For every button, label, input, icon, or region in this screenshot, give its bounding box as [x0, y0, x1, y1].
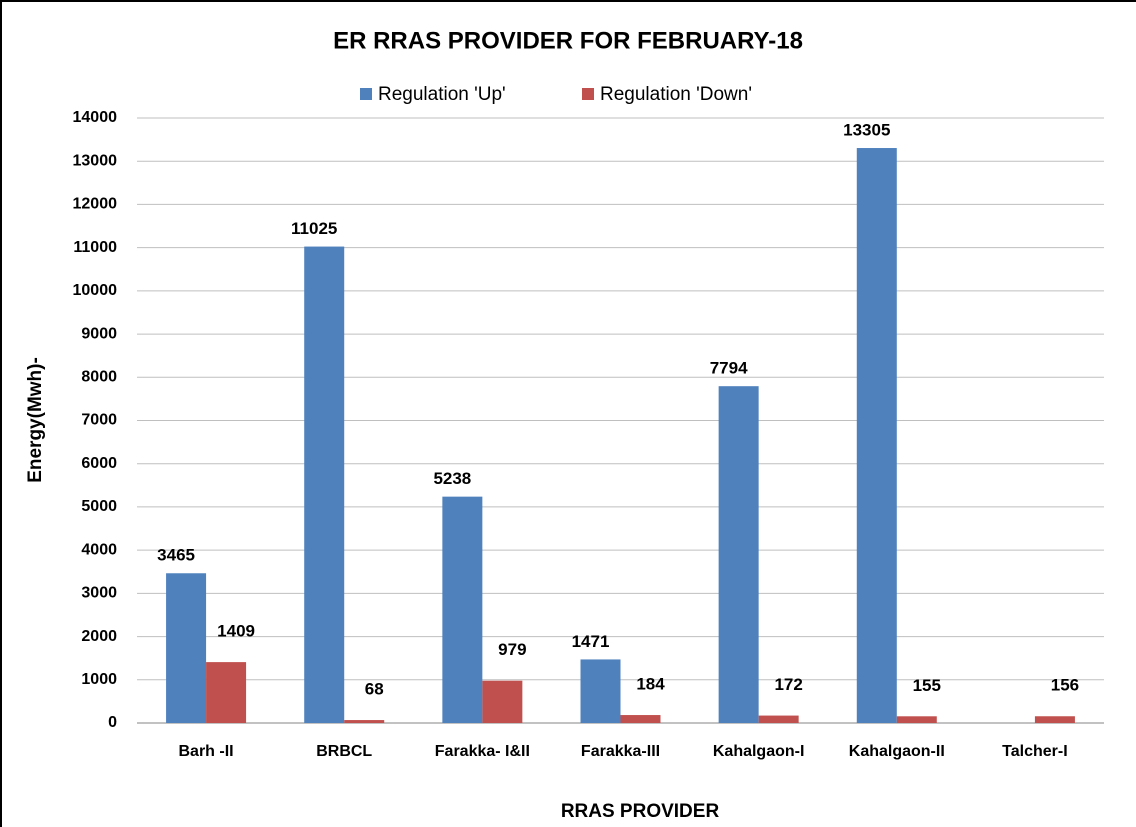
- legend-label: Regulation 'Up': [378, 84, 506, 105]
- x-tick-label: Barh -II: [179, 743, 234, 760]
- bar: [442, 496, 483, 723]
- x-tick-label: BRBCL: [316, 743, 372, 760]
- x-tick-label: Farakka-III: [581, 743, 660, 760]
- bar: [718, 386, 759, 723]
- y-tick-label: 5000: [81, 498, 117, 515]
- bar: [482, 680, 523, 723]
- y-tick-label: 12000: [73, 196, 118, 213]
- data-label: 979: [498, 640, 526, 659]
- x-tick-label: Kahalgaon-I: [713, 743, 805, 760]
- x-axis-title: RRAS PROVIDER: [561, 801, 720, 822]
- bar: [304, 246, 345, 723]
- data-label: 3465: [157, 546, 195, 565]
- bar: [896, 716, 937, 723]
- data-label: 1409: [217, 622, 255, 641]
- data-label: 155: [913, 676, 941, 695]
- chart-title: ER RRAS PROVIDER FOR FEBRUARY-18: [333, 27, 803, 54]
- data-label: 11025: [291, 219, 337, 238]
- legend-swatch: [360, 88, 372, 100]
- y-tick-label: 1000: [81, 671, 117, 688]
- y-tick-label: 2000: [81, 628, 117, 645]
- legend-label: Regulation 'Down': [600, 84, 752, 105]
- x-tick-label: Kahalgaon-II: [849, 743, 945, 760]
- bar: [580, 659, 621, 723]
- x-tick-label: Farakka- I&II: [435, 743, 530, 760]
- data-label: 1471: [572, 632, 610, 651]
- data-label: 68: [365, 680, 384, 699]
- data-label: 13305: [843, 121, 890, 140]
- y-tick-label: 14000: [73, 109, 118, 126]
- y-tick-label: 10000: [73, 282, 118, 299]
- x-tick-label: Talcher-I: [1002, 743, 1068, 760]
- data-label: 7794: [710, 359, 748, 378]
- y-tick-label: 9000: [81, 325, 117, 342]
- bar: [1034, 716, 1075, 723]
- y-tick-label: 6000: [81, 455, 117, 472]
- bar: [620, 715, 661, 723]
- data-label: 172: [774, 675, 802, 694]
- y-tick-label: 3000: [81, 585, 117, 602]
- legend-swatch: [582, 88, 594, 100]
- data-label: 184: [636, 675, 665, 694]
- y-axis-title: Energy(Mwh)-: [25, 357, 46, 483]
- data-label: 5238: [433, 469, 471, 488]
- bar: [166, 573, 207, 723]
- bar: [856, 148, 897, 723]
- y-tick-label: 8000: [81, 369, 117, 386]
- data-label: 156: [1051, 676, 1079, 695]
- y-tick-label: 4000: [81, 541, 117, 558]
- bar: [206, 662, 247, 723]
- bar: [344, 720, 385, 723]
- y-tick-label: 0: [108, 714, 117, 731]
- y-tick-label: 11000: [73, 239, 117, 256]
- y-tick-label: 13000: [73, 152, 118, 169]
- bar: [758, 715, 799, 723]
- y-tick-label: 7000: [81, 412, 117, 429]
